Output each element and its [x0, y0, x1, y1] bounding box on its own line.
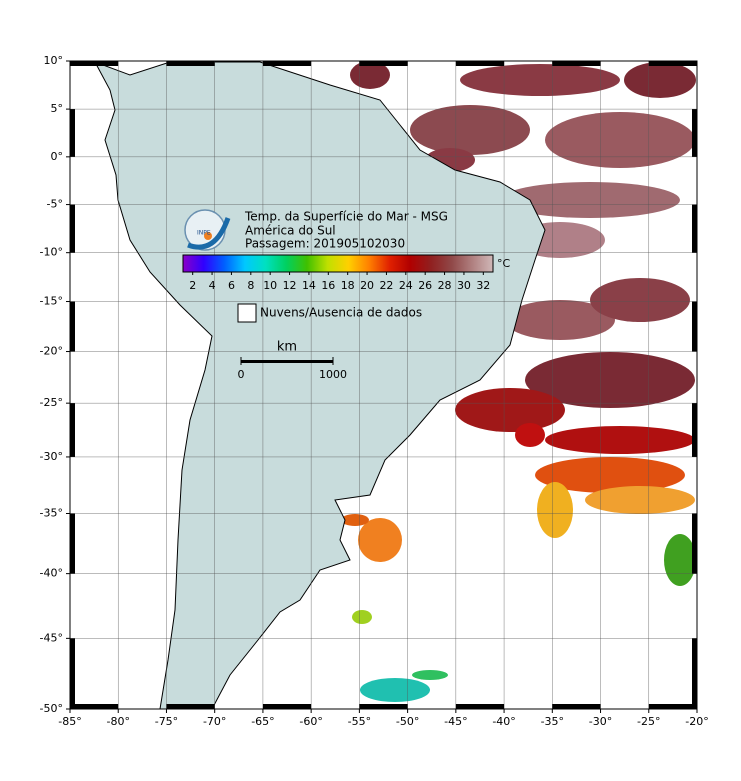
frame-border [69, 60, 698, 710]
x-tick-label: -75° [155, 715, 178, 728]
frame-bar [70, 204, 75, 253]
frame-bar [359, 704, 408, 709]
frame-bar [552, 704, 601, 709]
y-tick-label: -15° [40, 295, 63, 308]
y-tick-label: -5° [47, 198, 63, 211]
y-tick-label: 5° [51, 102, 64, 115]
x-tick-label: -85° [58, 715, 81, 728]
colorbar-tick-label: 18 [341, 279, 355, 292]
logo-sun [204, 232, 212, 240]
frame [69, 60, 698, 710]
axis-labels: -85° -80° -75° -70° -65° -60° -55° -50° -45° -40°… [40, 54, 709, 728]
colorbar-unit: °C [497, 257, 511, 270]
colorbar-tick-label: 22 [379, 279, 393, 292]
colorbar: 2 4 6 8 10 12 14 16 18 20 22 24 26 28 30 32°C [182, 254, 511, 292]
frame-bar [262, 61, 312, 66]
sst-south-atlantic [341, 278, 696, 702]
x-tick-label: -55° [348, 715, 371, 728]
y-tick-label: -20° [40, 345, 63, 358]
colorbar-tick-label: 14 [302, 279, 316, 292]
x-tick-label: -45° [444, 715, 467, 728]
title-line: Passagem: 201905102030 [245, 237, 405, 251]
y-tick-label: -30° [40, 450, 63, 463]
x-tick-label: -25° [637, 715, 660, 728]
sst-patches [341, 61, 696, 702]
colorbar-tick-label: 32 [476, 279, 490, 292]
colorbar-tick-label: 12 [283, 279, 297, 292]
y-tick-label: -50° [40, 702, 63, 715]
scale-unit: km [277, 340, 297, 355]
frame-bar [692, 109, 697, 157]
legend-swatch [237, 303, 257, 323]
colorbar-tick-label: 4 [209, 279, 216, 292]
land [93, 61, 546, 710]
colorbar-tick-label: 16 [321, 279, 335, 292]
colorbar-tick-label: 8 [247, 279, 254, 292]
colorbar-tick-label: 6 [228, 279, 235, 292]
scale-bar: 0 1000 [238, 357, 347, 381]
scale-bar-body [241, 360, 333, 363]
frame-bar [455, 61, 505, 66]
x-tick-label: -40° [492, 715, 515, 728]
y-tick-label: -25° [40, 396, 63, 409]
colorbar-tick-label: 26 [418, 279, 432, 292]
scale-tick-label: 0 [238, 368, 245, 381]
x-tick-label: -20° [685, 715, 708, 728]
frame-bar [70, 513, 75, 574]
frame-bar [262, 704, 312, 709]
logo-arrow [187, 217, 231, 250]
frame-bar [692, 301, 697, 352]
frame-bar [70, 704, 119, 709]
title-line: América do Sul [245, 224, 336, 238]
colorbar-tick-label: 2 [189, 279, 196, 292]
colorbar-tick-label: 24 [399, 279, 413, 292]
frame-bar [70, 638, 75, 709]
colorbar-tick-label: 30 [457, 279, 471, 292]
colorbar-tick-label: 28 [438, 279, 452, 292]
y-tick-label: 10° [44, 54, 64, 67]
y-tick-label: 0° [51, 150, 64, 163]
frame-bar [692, 204, 697, 253]
frame-bar [648, 704, 697, 709]
colorbar-tick-label: 20 [360, 279, 374, 292]
y-tick-label: -40° [40, 567, 63, 580]
logo: INPE [184, 209, 231, 251]
colorbar-tick-label: 10 [263, 279, 277, 292]
x-tick-label: -65° [251, 715, 274, 728]
y-tick-label: -10° [40, 246, 63, 259]
logo-text: INPE [197, 230, 211, 237]
frame-bar [692, 403, 697, 457]
frame-bar [70, 109, 75, 157]
y-tick-label: -35° [40, 506, 63, 519]
y-tick-label: -45° [40, 631, 63, 644]
colorbar-ramp [182, 254, 494, 273]
frame-bar [692, 638, 697, 709]
x-tick-label: -50° [396, 715, 419, 728]
legend-label: Nuvens/Ausencia de dados [260, 306, 422, 320]
x-tick-label: -30° [589, 715, 612, 728]
scale-tick-label: 1000 [319, 368, 347, 381]
x-tick-label: -60° [299, 715, 322, 728]
frame-bar [692, 513, 697, 574]
frame-bar [552, 61, 601, 66]
x-tick-label: -70° [203, 715, 226, 728]
x-tick-label: -80° [106, 715, 129, 728]
frame-bar [648, 61, 697, 66]
frame-bar [166, 704, 215, 709]
frame-bar [359, 61, 408, 66]
frame-bar [455, 704, 505, 709]
title-line: Temp. da Superfície do Mar - MSG [244, 210, 448, 224]
frame-bar [166, 61, 215, 66]
frame-bar [70, 301, 75, 352]
x-tick-label: -35° [541, 715, 564, 728]
frame-bar [70, 61, 119, 66]
frame-bar [70, 403, 75, 457]
